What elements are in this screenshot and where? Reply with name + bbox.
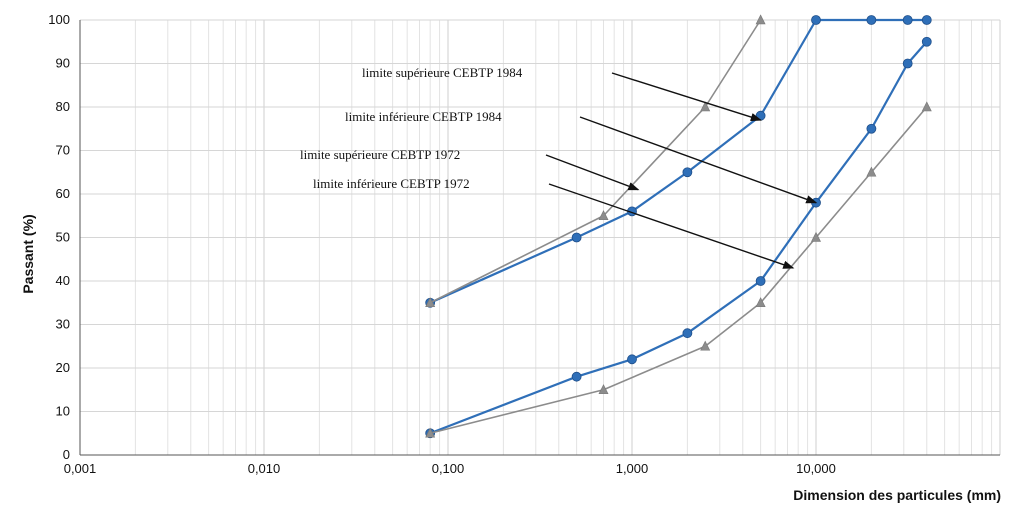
- x-tick-label: 0,001: [64, 461, 97, 476]
- data-point: [921, 15, 932, 25]
- data-point: [866, 15, 877, 25]
- y-tick-label: 40: [56, 273, 70, 288]
- data-point: [866, 166, 877, 177]
- data-point: [598, 384, 609, 395]
- series-line: [429, 18, 927, 304]
- annotation-label: limite supérieure CEBTP 1972: [300, 147, 460, 162]
- annotation-arrow: [548, 183, 795, 269]
- y-tick-label: 80: [56, 99, 70, 114]
- annotation-label: limite inférieure CEBTP 1972: [313, 176, 470, 191]
- data-point: [921, 36, 932, 47]
- annotation-arrow: [579, 116, 818, 204]
- data-point: [700, 101, 711, 112]
- annotation-label: limite inférieure CEBTP 1984: [345, 109, 502, 124]
- annotation-arrow: [545, 154, 640, 191]
- x-tick-label: 1,000: [616, 461, 649, 476]
- annotation-2: limite inférieure CEBTP 1984: [345, 109, 818, 204]
- annotation-label: limite supérieure CEBTP 1984: [362, 65, 523, 80]
- data-point: [755, 297, 766, 308]
- data-point: [598, 210, 609, 221]
- y-tick-label: 30: [56, 317, 70, 332]
- data-point: [902, 58, 913, 69]
- data-point: [571, 232, 582, 243]
- data-point: [921, 101, 932, 112]
- series-line: [429, 19, 762, 304]
- data-point: [682, 328, 693, 339]
- data-point: [700, 340, 711, 351]
- series-4: [425, 101, 932, 438]
- y-tick-label: 70: [56, 143, 70, 158]
- y-tick-label: 100: [48, 12, 70, 27]
- x-axis-title: Dimension des particules (mm): [793, 487, 1001, 503]
- y-tick-label: 50: [56, 230, 70, 245]
- data-point: [811, 231, 821, 242]
- x-tick-label: 10,000: [796, 461, 836, 476]
- data-point: [627, 354, 637, 365]
- axes: 0 10 20 30 40 50 60 70 80 90 100 0,001 0,010 0,100 1,0…: [48, 12, 1000, 476]
- annotation-arrow: [611, 72, 762, 122]
- annotation-1: limite supérieure CEBTP 1984: [362, 65, 762, 122]
- x-tick-label: 0,100: [432, 461, 465, 476]
- data-point: [811, 15, 821, 25]
- x-tick-label: 0,010: [248, 461, 281, 476]
- y-tick-label: 60: [56, 186, 70, 201]
- series-1: [425, 15, 932, 308]
- annotations-layer: limite supérieure CEBTP 1984 limite infér…: [300, 65, 818, 269]
- data-point: [755, 14, 766, 25]
- series-2: [425, 36, 932, 439]
- y-axis-title: Passant (%): [20, 214, 36, 293]
- y-tick-label: 10: [56, 404, 70, 419]
- data-point: [571, 371, 582, 382]
- annotation-3: limite supérieure CEBTP 1972: [300, 147, 640, 191]
- series-layer: [425, 14, 932, 439]
- annotation-4: limite inférieure CEBTP 1972: [313, 176, 795, 269]
- series-3: [425, 14, 766, 308]
- data-point: [866, 123, 877, 134]
- data-point: [425, 427, 436, 438]
- y-tick-label: 90: [56, 56, 70, 71]
- data-point: [755, 276, 766, 286]
- data-point: [902, 15, 913, 25]
- data-point: [425, 297, 436, 308]
- y-tick-label: 20: [56, 360, 70, 375]
- data-point: [682, 167, 693, 178]
- y-tick-label: 0: [63, 447, 70, 462]
